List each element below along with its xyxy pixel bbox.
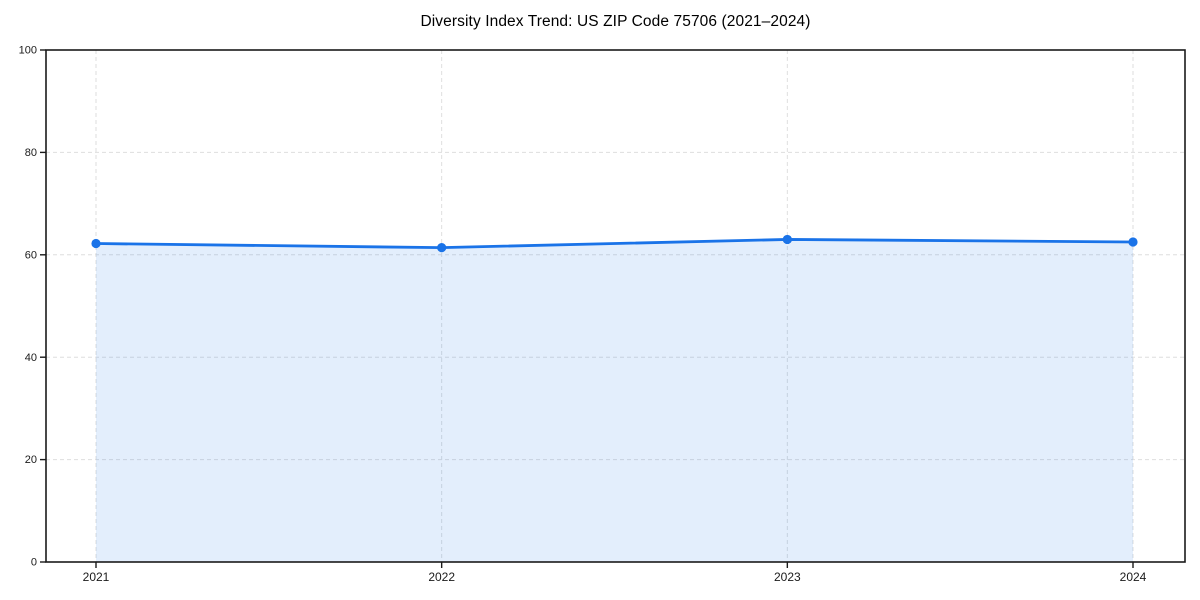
- data-point: [782, 234, 792, 245]
- data-point: [91, 238, 101, 249]
- x-axis-tick-label: 2021: [83, 570, 110, 584]
- series-line: [94, 238, 1135, 250]
- y-axis-tick-label: 20: [25, 454, 37, 466]
- y-axis-tick-label: 40: [25, 352, 37, 364]
- x-axis-tick-label: 2022: [428, 570, 455, 584]
- y-axis-tick-label: 80: [25, 147, 37, 159]
- area-fill: [96, 239, 1133, 562]
- data-point: [437, 243, 447, 253]
- y-axis-tick-label: 100: [19, 45, 37, 57]
- y-axis-tick-label: 0: [31, 557, 37, 569]
- x-axis-tick-label: 2024: [1120, 570, 1147, 584]
- x-axis-tick-label: 2023: [774, 570, 801, 584]
- chart-title: Diversity Index Trend: US ZIP Code 75706…: [420, 13, 811, 30]
- plot-border: [45, 49, 1186, 563]
- data-point: [1128, 237, 1138, 247]
- y-axis-tick-label: 60: [25, 249, 37, 261]
